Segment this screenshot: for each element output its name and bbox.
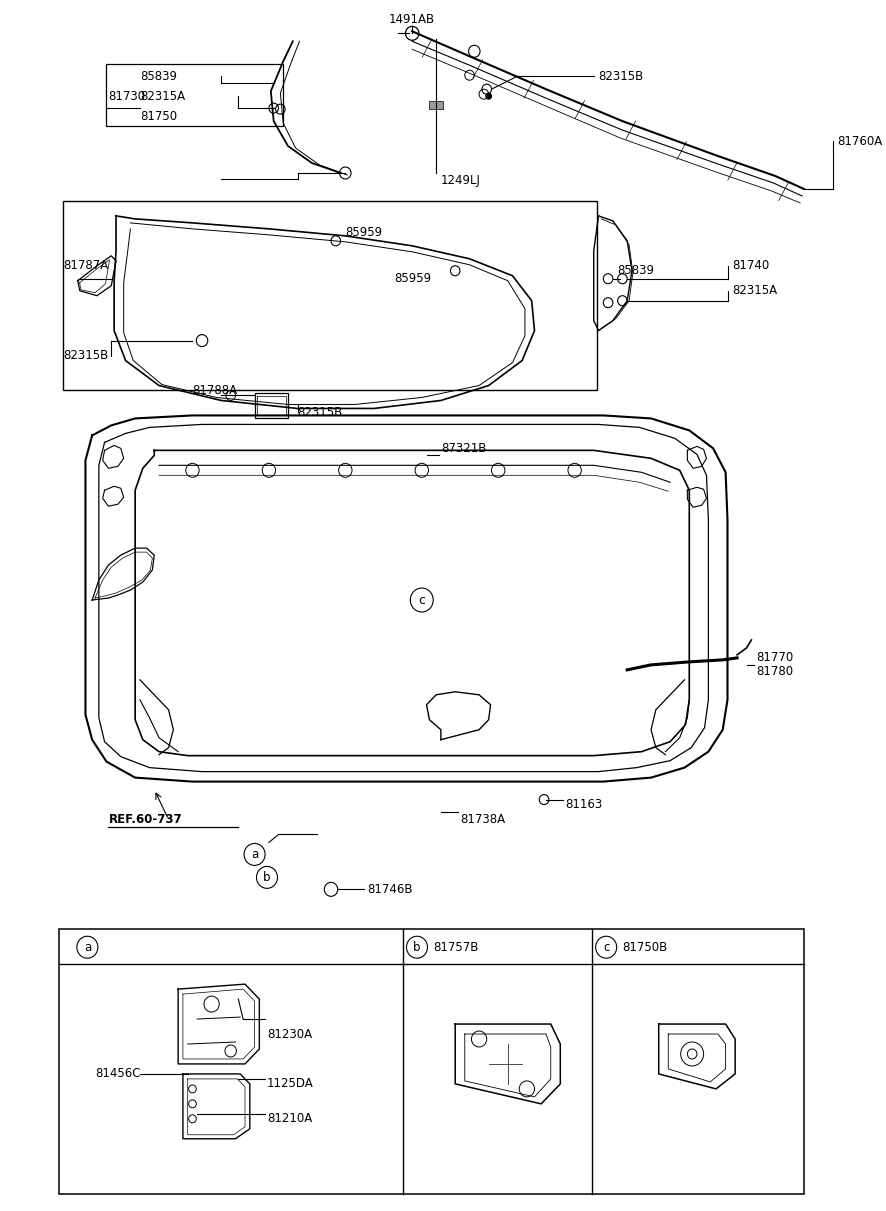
Text: 81746B: 81746B — [368, 883, 413, 896]
Text: REF.60-737: REF.60-737 — [108, 813, 182, 826]
Text: 81757B: 81757B — [433, 941, 478, 954]
Circle shape — [486, 93, 492, 99]
Text: 82315A: 82315A — [140, 90, 185, 103]
Text: 1125DA: 1125DA — [267, 1078, 314, 1090]
Text: 81730: 81730 — [108, 90, 145, 103]
Text: 81750B: 81750B — [622, 941, 668, 954]
Text: 85959: 85959 — [394, 272, 431, 286]
Text: b: b — [413, 941, 421, 954]
Text: a: a — [251, 848, 258, 861]
Text: 81456C: 81456C — [95, 1067, 141, 1080]
Text: 81787A: 81787A — [64, 259, 109, 272]
Text: 81750: 81750 — [140, 110, 177, 122]
Text: 1249LJ: 1249LJ — [441, 174, 481, 188]
Text: 81740: 81740 — [733, 259, 770, 272]
Text: 85839: 85839 — [140, 70, 177, 82]
Text: 82315B: 82315B — [599, 70, 644, 82]
Text: 81770: 81770 — [756, 652, 794, 665]
Text: 82315B: 82315B — [64, 349, 109, 362]
Text: 87321B: 87321B — [441, 442, 486, 455]
Bar — [58, 929, 804, 1194]
Bar — [254, 394, 288, 419]
Text: 81210A: 81210A — [267, 1113, 312, 1125]
Text: 81780: 81780 — [756, 665, 793, 678]
Text: c: c — [603, 941, 610, 954]
Text: a: a — [84, 941, 91, 954]
Text: 81163: 81163 — [565, 798, 602, 811]
Text: 1491AB: 1491AB — [389, 13, 435, 25]
Text: 81738A: 81738A — [460, 813, 505, 826]
Bar — [106, 64, 284, 126]
Bar — [64, 201, 596, 390]
Text: 81760A: 81760A — [837, 134, 882, 148]
Text: c: c — [418, 593, 425, 607]
Bar — [430, 102, 443, 109]
Text: b: b — [263, 871, 271, 884]
Text: 81230A: 81230A — [267, 1027, 312, 1040]
Text: 82315A: 82315A — [733, 285, 777, 297]
Text: 82315B: 82315B — [298, 406, 343, 419]
Text: 85959: 85959 — [346, 226, 383, 240]
Text: 81788A: 81788A — [192, 384, 237, 397]
Text: 85839: 85839 — [618, 264, 655, 277]
